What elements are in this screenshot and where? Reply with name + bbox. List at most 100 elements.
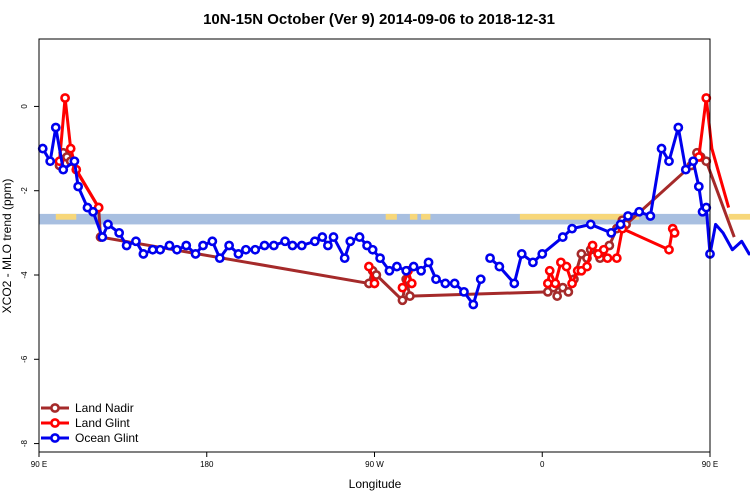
ocean-glint-point [354,232,365,242]
ocean-glint-point [147,244,158,255]
x-tick-label: 90 E [702,460,718,469]
land-glint-point [544,265,555,276]
ocean-glint-point [259,240,270,251]
land-nadir-point [405,291,415,301]
x-tick-label: 90 W [365,460,384,469]
ocean-glint-point [121,240,132,251]
ocean-glint-point [114,227,125,238]
x-tick-label: 90 E [31,460,47,469]
ocean-glint-point [459,286,469,297]
land-segment [55,213,77,220]
ocean-glint-point [339,253,350,264]
ocean-glint-point [516,249,527,259]
legend-marker-ocean-glint [50,433,60,443]
land-nadir-point [397,295,408,306]
land-glint-point [561,261,572,272]
series-layer [37,93,750,310]
legend-label-land-glint: Land Glint [75,416,130,430]
legend-marker-land-glint [50,418,60,428]
ocean-glint-point [50,122,61,133]
ocean-glint-point [585,219,596,230]
ocean-glint-point [280,236,290,247]
y-tick-label: -8 [20,439,29,447]
y-tick-label: 0 [20,104,29,109]
ocean-band [39,213,710,225]
land-nadir-point [563,286,574,297]
ocean-glint-point [190,249,201,259]
ocean-glint-point [645,211,656,221]
ocean-glint-point [509,278,520,289]
ocean-glint-point [250,244,261,255]
ocean-glint-point [172,244,182,255]
ocean-glint-point [367,244,378,255]
plot-area [37,93,750,310]
ocean-glint-point [131,236,141,247]
land-nadir-point [552,291,563,301]
ocean-glint-point [416,265,426,276]
y-tick-label: -2 [20,187,29,195]
ocean-glint-point [567,223,577,234]
ocean-glint-point [688,156,699,167]
ocean-glint-point [615,219,626,230]
land-glint-point [669,227,680,238]
legend-marker-land-nadir [50,403,60,413]
ocean-glint-point [475,274,486,285]
chart-title: 10N-15N October (Ver 9) 2014-09-06 to 20… [203,11,555,28]
ocean-glint-point [37,143,48,154]
land-segment [409,213,418,220]
ocean-glint-point [468,299,479,310]
land-glint-point [587,240,598,251]
land-glint-point [60,93,70,103]
ocean-glint-point [391,261,402,272]
ocean-glint-point [323,240,333,251]
ocean-glint-point [557,232,568,242]
ocean-glint-point [449,278,460,289]
ocean-glint-point [88,206,98,217]
ocean-glint-point [240,244,251,255]
legend-label-land-nadir: Land Nadir [75,401,134,415]
x-axis: 90 E 180 90 W 0 90 E [31,452,718,469]
land-glint-point [602,253,613,264]
ocean-glint-point [606,227,617,238]
ocean-glint-point [207,236,218,247]
land-glint-point [582,261,592,272]
ocean-glint-point [296,240,307,251]
ocean-glint-point [634,206,645,217]
x-tick-label: 180 [200,460,214,469]
ocean-glint-point [138,249,149,259]
ocean-glint-point [198,240,208,251]
land-glint-point [611,253,622,264]
land-glint-point [598,244,609,255]
ocean-glint-point [701,202,712,213]
ocean-glint-point [45,156,56,167]
ocean-glint-point [623,211,633,221]
ocean-glint-point [164,240,175,251]
y-tick-label: -4 [20,271,29,279]
ocean-glint-point [214,253,225,264]
land-glint-point [65,143,76,154]
ocean-glint-point [181,240,192,251]
ocean-glint-point [494,261,505,272]
land-segment [519,213,640,220]
x-tick-label: 0 [540,460,545,469]
y-axis: 0 -2 -4 -6 -8 [20,104,39,447]
land-glint-line [697,96,731,208]
land-nadir-point [701,156,712,167]
ocean-glint-point [401,265,412,276]
ocean-glint-point [328,232,339,242]
land-glint-point [701,93,712,103]
x-axis-label: Longitude [349,477,402,491]
ocean-glint-point [155,244,166,255]
land-glint-point [542,278,553,289]
ocean-glint-point [423,257,434,268]
land-segment [421,213,431,220]
land-glint-point [664,244,674,255]
ocean-glint-point [537,249,548,259]
ocean-glint-series [37,122,750,310]
ocean-glint-point [440,278,451,289]
land-ocean-band [39,213,750,225]
legend-label-ocean-glint: Ocean Glint [75,431,139,445]
land-glint-point [397,282,408,293]
ocean-glint-point [69,156,80,167]
